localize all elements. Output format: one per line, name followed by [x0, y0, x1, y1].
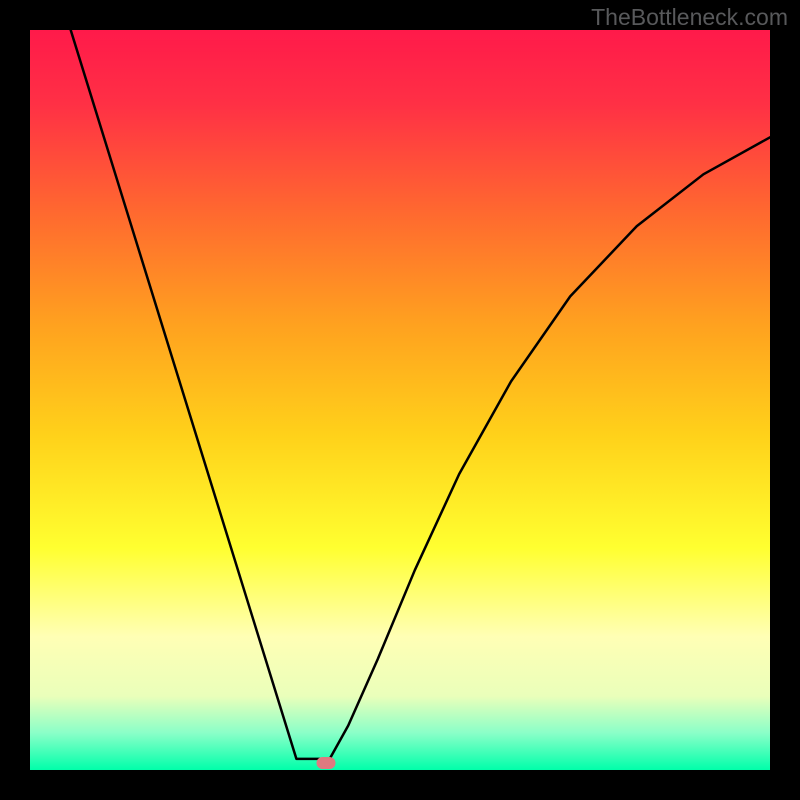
bottleneck-curve [71, 30, 770, 759]
curve-layer [30, 30, 770, 770]
plot-frame [0, 0, 800, 800]
watermark-text: TheBottleneck.com [591, 4, 788, 31]
chart-root: TheBottleneck.com [0, 0, 800, 800]
minimum-marker [317, 757, 336, 769]
